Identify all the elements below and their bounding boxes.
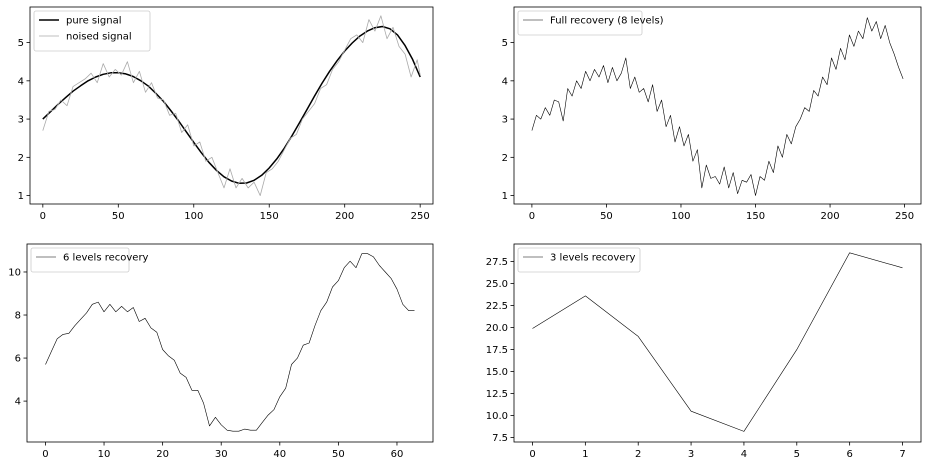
y-tick-label: 6 xyxy=(15,354,21,365)
x-tick-label: 7 xyxy=(899,449,905,460)
x-tick-label: 0 xyxy=(42,449,48,460)
x-tick-label: 0 xyxy=(529,211,535,222)
x-tick-label: 150 xyxy=(746,211,765,222)
x-tick-label: 6 xyxy=(846,449,852,460)
y-tick-label: 20.0 xyxy=(486,323,508,334)
y-tick-label: 1 xyxy=(18,191,24,202)
axes-frame xyxy=(29,6,434,205)
legend-box xyxy=(30,247,130,273)
axes-frame xyxy=(513,6,922,205)
legend-label: noised signal xyxy=(66,32,132,43)
legend: Full recovery (8 levels) xyxy=(517,10,664,36)
y-tick-label: 5 xyxy=(18,38,24,49)
y-tick-label: 2 xyxy=(18,153,24,164)
x-tick-label: 200 xyxy=(335,211,354,222)
legend-label: 3 levels recovery xyxy=(550,253,636,264)
y-tick-label: 8 xyxy=(15,311,21,322)
legend: pure signal noised signal xyxy=(33,10,151,52)
x-tick-label: 250 xyxy=(895,211,914,222)
x-tick-label: 10 xyxy=(98,449,111,460)
x-tick-label: 4 xyxy=(741,449,747,460)
y-tick-label: 4 xyxy=(502,76,508,87)
x-tick-label: 100 xyxy=(671,211,690,222)
axes-frame xyxy=(513,243,922,443)
x-tick-label: 2 xyxy=(635,449,641,460)
legend: 3 levels recovery xyxy=(517,247,641,273)
y-tick-label: 10.0 xyxy=(486,411,508,422)
x-tick-label: 3 xyxy=(688,449,694,460)
x-tick-label: 150 xyxy=(260,211,279,222)
y-tick-label: 12.5 xyxy=(486,389,508,400)
y-tick-label: 10 xyxy=(8,267,21,278)
legend-label: 6 levels recovery xyxy=(63,253,149,264)
y-tick-label: 25.0 xyxy=(486,279,508,290)
series-line-1 xyxy=(42,25,421,185)
y-tick-label: 1 xyxy=(502,191,508,202)
y-tick-label: 27.5 xyxy=(486,257,508,268)
x-tick-label: 60 xyxy=(391,449,404,460)
x-tick-label: 200 xyxy=(821,211,840,222)
x-tick-label: 1 xyxy=(582,449,588,460)
y-tick-label: 22.5 xyxy=(486,301,508,312)
x-tick-label: 50 xyxy=(112,211,125,222)
x-tick-label: 50 xyxy=(600,211,613,222)
y-tick-label: 4 xyxy=(15,397,21,408)
series-line-2 xyxy=(42,15,421,197)
axes-frame xyxy=(26,243,434,443)
series-line-1 xyxy=(45,253,415,432)
y-tick-label: 3 xyxy=(18,115,24,126)
legend-box xyxy=(517,10,643,36)
x-tick-label: 0 xyxy=(40,211,46,222)
y-tick-label: 3 xyxy=(502,115,508,126)
chart-panel-3: 0 10 20 30 40 50 60 4 6 8 10 6 levels recovery xyxy=(8,243,434,460)
legend-box xyxy=(33,10,151,52)
x-tick-label: 0 xyxy=(529,449,535,460)
x-tick-label: 50 xyxy=(332,449,345,460)
series-line-1 xyxy=(532,252,903,432)
x-tick-label: 30 xyxy=(215,449,228,460)
y-tick-label: 15.0 xyxy=(486,367,508,378)
x-tick-label: 20 xyxy=(156,449,169,460)
y-tick-label: 5 xyxy=(502,38,508,49)
x-tick-label: 250 xyxy=(411,211,430,222)
series-line-1 xyxy=(531,17,904,196)
x-tick-label: 5 xyxy=(794,449,800,460)
y-tick-label: 7.5 xyxy=(492,433,508,444)
legend: 6 levels recovery xyxy=(30,247,149,273)
chart-panel-4: 0 1 2 3 4 5 6 7 7.5 10.0 12.5 15.0 17.5 20.0 22.5 25.0 2… xyxy=(486,243,922,460)
y-tick-label: 2 xyxy=(502,153,508,164)
y-tick-label: 17.5 xyxy=(486,345,508,356)
x-tick-label: 100 xyxy=(184,211,203,222)
legend-box xyxy=(517,247,641,273)
legend-label: pure signal xyxy=(66,16,122,27)
legend-label: Full recovery (8 levels) xyxy=(550,16,664,27)
x-tick-label: 40 xyxy=(273,449,286,460)
chart-panel-2: 0 50 100 150 200 250 1 2 3 4 5 Full recovery (8 lev… xyxy=(502,6,922,222)
y-tick-label: 4 xyxy=(18,76,24,87)
chart-panel-1: 0 50 100 150 200 250 1 2 3 4 5 pure signal noised si… xyxy=(18,6,434,222)
